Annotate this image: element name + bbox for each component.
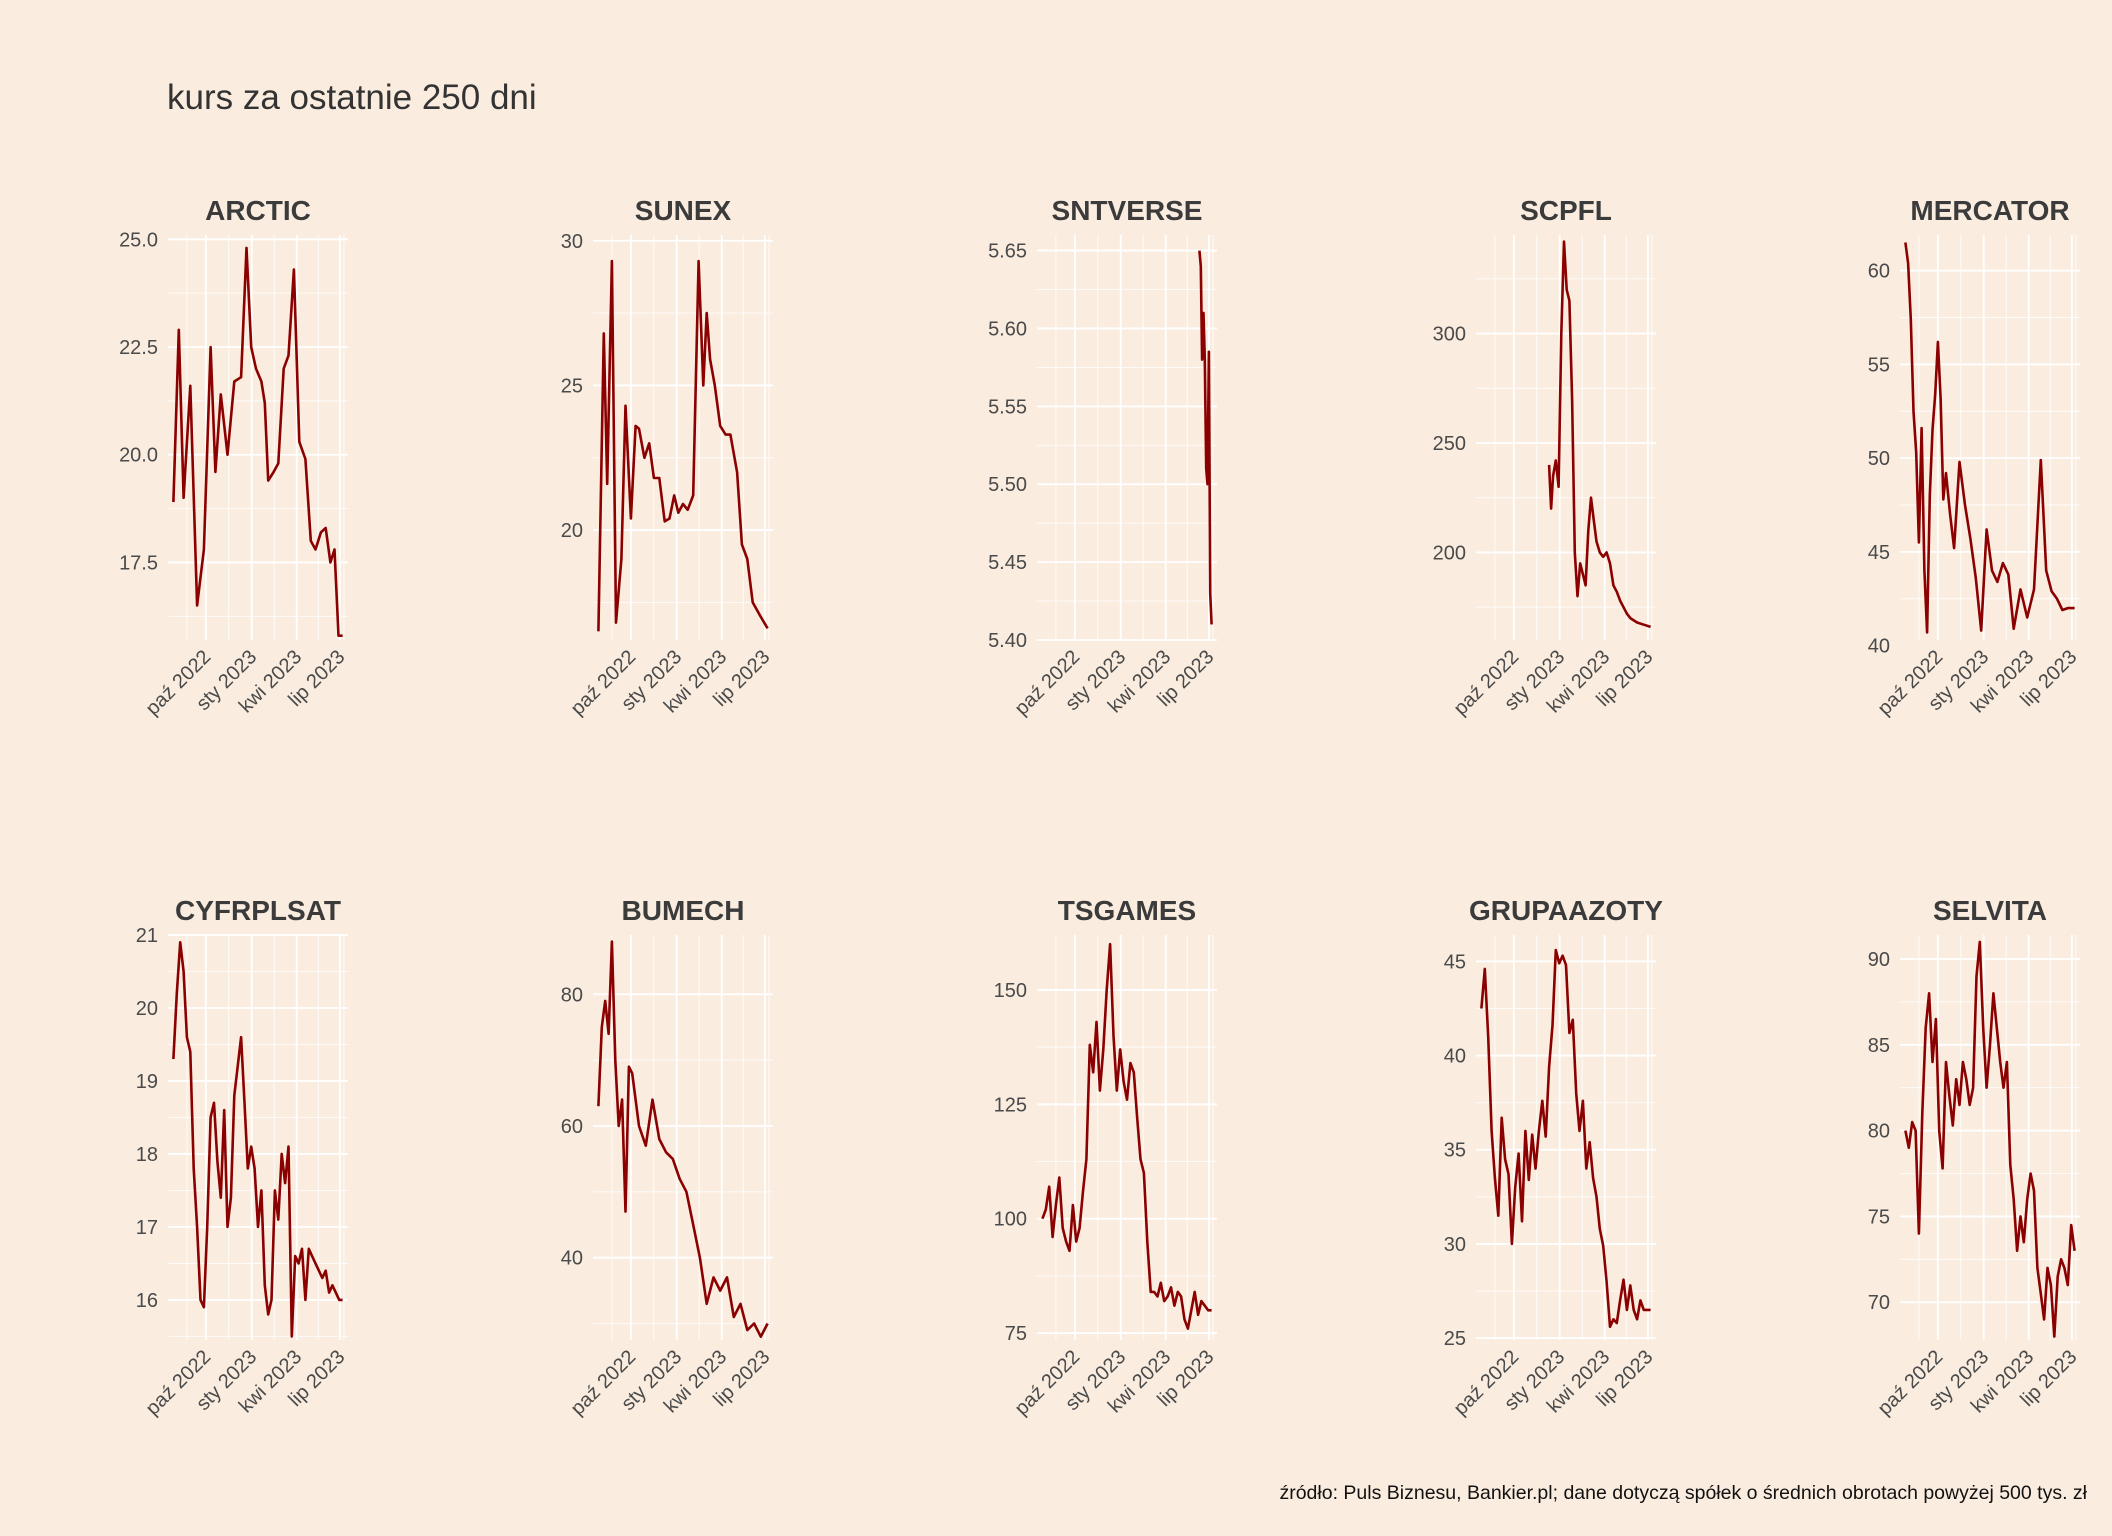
y-tick-label: 60 [1868, 261, 1890, 283]
y-tick-label: 50 [1868, 448, 1890, 470]
y-tick-label: 90 [1868, 949, 1890, 971]
price-series-line [1904, 940, 2076, 1338]
y-tick-label: 25.0 [119, 229, 158, 251]
y-tick-label: 25 [561, 375, 583, 397]
y-tick-label: 45 [1868, 542, 1890, 564]
source-caption: źródło: Puls Biznesu, Bankier.pl; dane d… [1279, 1482, 2087, 1504]
y-tick-label: 5.45 [988, 552, 1027, 574]
price-series-line [1547, 240, 1652, 629]
y-tick-label: 20.0 [119, 445, 158, 467]
y-tick-label: 5.55 [988, 396, 1027, 418]
y-tick-label: 20 [136, 998, 158, 1020]
y-tick-label: 150 [994, 980, 1027, 1002]
y-tick-label: 125 [994, 1094, 1027, 1116]
y-tick-label: 30 [561, 231, 583, 253]
y-tick-label: 80 [1868, 1121, 1890, 1143]
price-series-line [172, 940, 343, 1338]
facet-title: SELVITA [1933, 895, 2047, 926]
y-tick-label: 40 [561, 1248, 583, 1270]
y-tick-label: 5.60 [988, 318, 1027, 340]
price-series-line [597, 259, 769, 632]
facet-title: CYFRPLSAT [175, 895, 341, 926]
y-tick-label: 35 [1444, 1140, 1466, 1162]
y-tick-label: 17.5 [119, 552, 158, 574]
y-tick-label: 16 [136, 1290, 158, 1312]
y-tick-label: 60 [561, 1116, 583, 1138]
price-series-line [1904, 242, 2075, 634]
y-tick-label: 19 [136, 1071, 158, 1093]
y-tick-label: 5.50 [988, 474, 1027, 496]
y-tick-label: 17 [136, 1217, 158, 1239]
y-tick-label: 100 [994, 1209, 1027, 1231]
facet-title: BUMECH [622, 895, 745, 926]
y-tick-label: 22.5 [119, 337, 158, 359]
price-series-line [597, 940, 769, 1338]
y-tick-label: 75 [1005, 1323, 1027, 1345]
y-tick-label: 45 [1444, 951, 1466, 973]
price-series-line [1041, 942, 1212, 1330]
y-tick-label: 18 [136, 1144, 158, 1166]
facet-title: TSGAMES [1058, 895, 1196, 926]
price-series-line [1198, 250, 1213, 625]
y-tick-label: 21 [136, 925, 158, 947]
price-series-line [172, 246, 343, 638]
facet-title: MERCATOR [1910, 195, 2069, 226]
y-tick-label: 25 [1444, 1328, 1466, 1350]
y-tick-label: 40 [1444, 1046, 1466, 1068]
facet-title: SCPFL [1520, 195, 1612, 226]
y-tick-label: 80 [561, 984, 583, 1006]
price-series-line [1480, 948, 1651, 1329]
facet-title: SNTVERSE [1052, 195, 1203, 226]
facet-title: SUNEX [635, 195, 732, 226]
facet-title: ARCTIC [205, 195, 311, 226]
y-tick-label: 40 [1868, 636, 1890, 658]
y-tick-label: 200 [1433, 542, 1466, 564]
y-tick-label: 5.40 [988, 630, 1027, 652]
y-tick-label: 75 [1868, 1206, 1890, 1228]
facet-title: GRUPAAZOTY [1469, 895, 1663, 926]
page-title: kurs za ostatnie 250 dni [167, 78, 537, 117]
y-tick-label: 250 [1433, 433, 1466, 455]
y-tick-label: 5.65 [988, 241, 1027, 263]
y-tick-label: 20 [561, 520, 583, 542]
y-tick-label: 300 [1433, 324, 1466, 346]
y-tick-label: 55 [1868, 354, 1890, 376]
y-tick-label: 85 [1868, 1035, 1890, 1057]
y-tick-label: 30 [1444, 1234, 1466, 1256]
y-tick-label: 70 [1868, 1292, 1890, 1314]
